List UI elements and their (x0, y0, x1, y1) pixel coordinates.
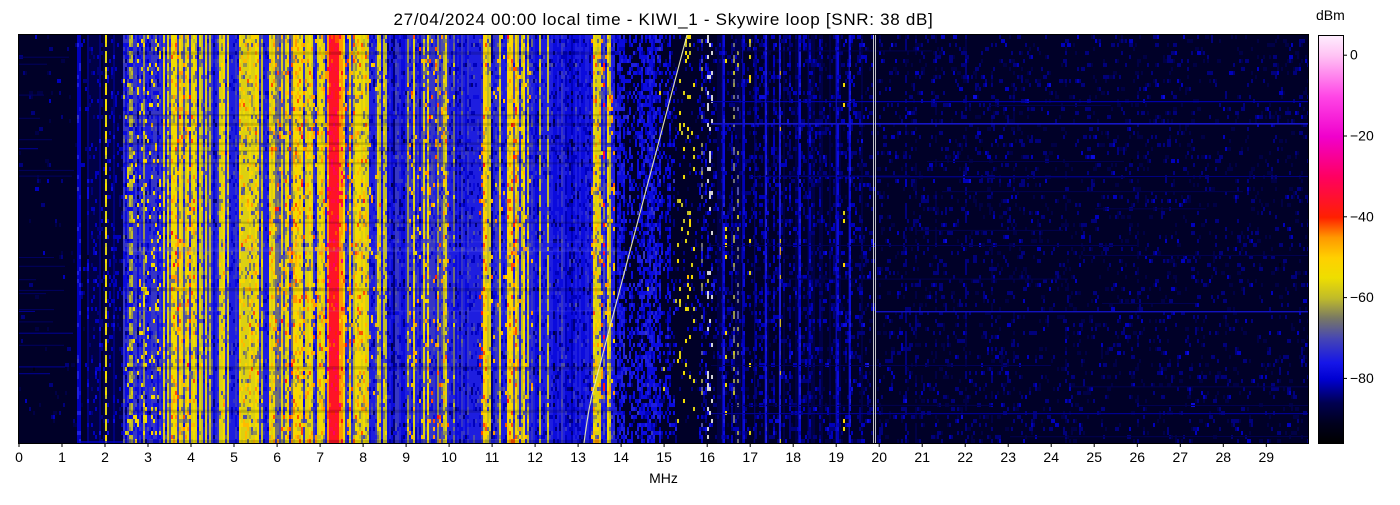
svg-text:7: 7 (316, 449, 324, 465)
svg-text:20: 20 (871, 449, 887, 465)
svg-text:5: 5 (230, 449, 238, 465)
svg-text:−60: −60 (1350, 289, 1374, 305)
svg-text:28: 28 (1216, 449, 1232, 465)
svg-text:29: 29 (1259, 449, 1275, 465)
svg-text:1: 1 (58, 449, 66, 465)
svg-text:17: 17 (742, 449, 758, 465)
svg-text:25: 25 (1086, 449, 1102, 465)
svg-text:22: 22 (957, 449, 973, 465)
svg-text:8: 8 (359, 449, 367, 465)
svg-text:10: 10 (441, 449, 457, 465)
svg-text:−40: −40 (1350, 208, 1374, 224)
svg-text:27: 27 (1173, 449, 1189, 465)
svg-text:0: 0 (1350, 47, 1358, 63)
svg-text:12: 12 (527, 449, 543, 465)
svg-text:−20: −20 (1350, 128, 1374, 144)
svg-text:MHz: MHz (649, 470, 678, 486)
svg-text:26: 26 (1130, 449, 1146, 465)
svg-text:23: 23 (1000, 449, 1016, 465)
svg-text:4: 4 (187, 449, 195, 465)
svg-text:16: 16 (699, 449, 715, 465)
svg-text:15: 15 (656, 449, 672, 465)
svg-text:11: 11 (485, 449, 500, 465)
svg-text:2: 2 (101, 449, 109, 465)
svg-text:14: 14 (613, 449, 629, 465)
svg-text:13: 13 (570, 449, 586, 465)
svg-text:dBm: dBm (1316, 7, 1345, 23)
svg-text:−80: −80 (1350, 370, 1374, 386)
svg-text:6: 6 (273, 449, 281, 465)
svg-text:21: 21 (914, 449, 930, 465)
svg-text:19: 19 (828, 449, 844, 465)
svg-text:27/04/2024 00:00 local time -: 27/04/2024 00:00 local time - KIWI_1 - S… (394, 10, 934, 29)
svg-text:0: 0 (15, 449, 23, 465)
svg-text:9: 9 (402, 449, 410, 465)
svg-text:3: 3 (144, 449, 152, 465)
svg-text:24: 24 (1043, 449, 1059, 465)
svg-text:18: 18 (785, 449, 801, 465)
